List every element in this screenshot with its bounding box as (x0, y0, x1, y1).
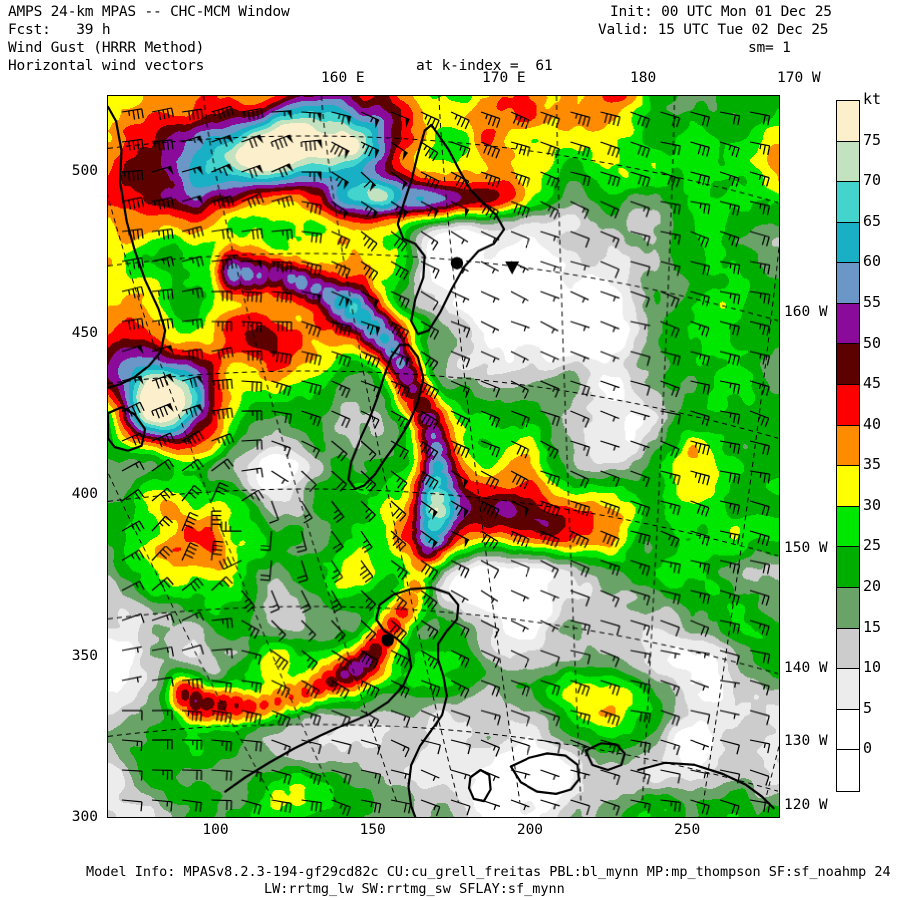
x-tick-250: 250 (674, 822, 701, 838)
right-lon-label-3: 130 W (784, 733, 828, 749)
colorbar[interactable] (836, 100, 860, 792)
colorbar-tick-65: 65 (863, 211, 882, 230)
colorbar-tick-60: 60 (863, 252, 882, 271)
y-tick-350: 350 (71, 647, 98, 664)
colorbar-tick-70: 70 (863, 171, 882, 190)
top-lon-label-2: 180 (630, 70, 657, 86)
colorbar-tick-0: 0 (863, 739, 873, 758)
colorbar-band-14 (837, 669, 859, 710)
colorbar-tick-5: 5 (863, 698, 873, 717)
colorbar-band-16 (837, 750, 859, 791)
colorbar-tick-25: 25 (863, 536, 882, 555)
top-lon-label-0: 160 E (321, 70, 365, 86)
field-name: Wind Gust (HRRR Method) (8, 40, 205, 56)
colorbar-tick-40: 40 (863, 414, 882, 433)
colorbar-tick-15: 15 (863, 617, 882, 636)
colorbar-band-12 (837, 587, 859, 629)
colorbar-band-10 (837, 506, 859, 548)
chart-title: AMPS 24-km MPAS -- CHC-MCM Window (8, 4, 290, 20)
right-lon-label-0: 160 W (784, 304, 828, 320)
colorbar-tick-35: 35 (863, 455, 882, 474)
y-tick-450: 450 (71, 324, 98, 341)
y-tick-400: 400 (71, 486, 98, 503)
init-time: Init: 00 UTC Mon 01 Dec 25 (610, 4, 832, 20)
right-lon-label-1: 150 W (784, 540, 828, 556)
model-info-line2: LW:rrtmg_lw SW:rrtmg_sw SFLAY:sf_mynn (264, 881, 565, 897)
colorbar-band-1 (837, 141, 859, 183)
y-tick-500: 500 (71, 163, 98, 180)
colorbar-band-15 (837, 709, 859, 751)
map-panel[interactable] (107, 95, 780, 818)
colorbar-tick-30: 30 (863, 495, 882, 514)
colorbar-band-9 (837, 466, 859, 507)
smoothing-value: sm= 1 (748, 40, 791, 56)
model-info-line1: Model Info: MPASv8.2.3-194-gf29cd82c CU:… (86, 864, 891, 880)
x-tick-200: 200 (516, 822, 544, 838)
top-lon-label-3: 170 W (777, 70, 821, 86)
colorbar-tick-20: 20 (863, 577, 882, 596)
wind-gust-field (108, 96, 779, 817)
colorbar-band-7 (837, 385, 859, 426)
forecast-hour: Fcst: 39 h (8, 22, 111, 38)
top-lon-label-1: 170 E (482, 70, 526, 86)
colorbar-band-5 (837, 303, 859, 345)
k-index-label: at k-index = 61 (416, 58, 553, 74)
colorbar-tick-75: 75 (863, 130, 882, 149)
colorbar-unit-label: kt (863, 90, 882, 108)
colorbar-band-2 (837, 182, 859, 223)
colorbar-band-3 (837, 222, 859, 264)
y-tick-300: 300 (71, 809, 98, 825)
colorbar-band-8 (837, 425, 859, 467)
colorbar-band-4 (837, 263, 859, 304)
colorbar-band-11 (837, 547, 859, 588)
valid-time: Valid: 15 UTC Tue 02 Dec 25 (598, 22, 829, 38)
colorbar-tick-55: 55 (863, 292, 882, 311)
colorbar-tick-10: 10 (863, 658, 882, 677)
right-lon-label-4: 120 W (784, 797, 828, 813)
vector-description: Horizontal wind vectors (8, 58, 205, 74)
right-lon-label-2: 140 W (784, 660, 828, 676)
x-tick-150: 150 (359, 822, 386, 838)
colorbar-band-13 (837, 628, 859, 670)
colorbar-band-0 (837, 101, 859, 142)
x-tick-100: 100 (202, 822, 229, 838)
colorbar-tick-45: 45 (863, 374, 882, 393)
colorbar-tick-50: 50 (863, 333, 882, 352)
colorbar-band-6 (837, 344, 859, 386)
